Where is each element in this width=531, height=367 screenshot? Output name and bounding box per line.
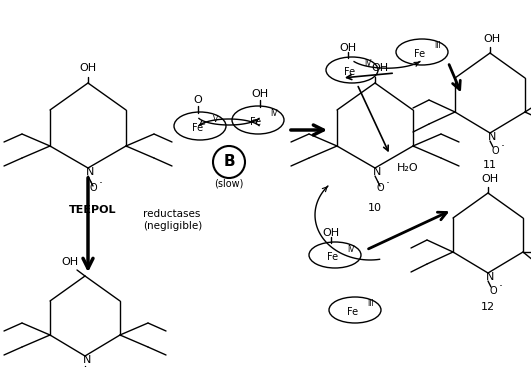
Text: O: O xyxy=(89,183,97,193)
Text: IV: IV xyxy=(364,59,372,69)
Text: N: N xyxy=(373,167,381,177)
Text: OH: OH xyxy=(339,43,356,53)
Text: O: O xyxy=(489,286,497,296)
Text: 12: 12 xyxy=(481,302,495,312)
Text: III: III xyxy=(435,41,441,51)
Text: ·: · xyxy=(501,141,505,153)
Text: N: N xyxy=(486,272,494,282)
Text: Fe: Fe xyxy=(414,49,425,59)
Text: N: N xyxy=(86,167,94,177)
Text: IV: IV xyxy=(347,244,355,254)
Text: ·: · xyxy=(99,178,103,190)
Text: ·: · xyxy=(386,178,390,190)
Text: TEEPOL: TEEPOL xyxy=(69,205,117,215)
Text: IV: IV xyxy=(270,109,278,119)
Text: H₂O: H₂O xyxy=(397,163,419,173)
Text: OH: OH xyxy=(322,228,339,238)
Text: O: O xyxy=(491,146,499,156)
Text: (slow): (slow) xyxy=(215,178,244,188)
Text: OH: OH xyxy=(252,89,269,99)
Text: B: B xyxy=(223,155,235,170)
Text: V: V xyxy=(213,116,219,124)
Text: N: N xyxy=(488,132,496,142)
Text: OH: OH xyxy=(372,63,389,73)
Text: O: O xyxy=(376,183,384,193)
Text: Fe: Fe xyxy=(251,117,262,127)
Text: O: O xyxy=(194,95,202,105)
Text: Fe: Fe xyxy=(192,123,203,133)
Text: ·: · xyxy=(499,280,503,294)
Text: OH: OH xyxy=(483,34,501,44)
Text: 10: 10 xyxy=(368,203,382,213)
Text: OH: OH xyxy=(62,257,79,267)
Text: OH: OH xyxy=(482,174,499,184)
Text: reductases
(negligible): reductases (negligible) xyxy=(143,209,202,231)
Text: III: III xyxy=(367,299,374,309)
Text: Fe: Fe xyxy=(345,67,356,77)
Text: N: N xyxy=(83,355,91,365)
Text: Fe: Fe xyxy=(347,307,358,317)
Text: OH: OH xyxy=(80,63,97,73)
Text: Fe: Fe xyxy=(328,252,339,262)
Text: 11: 11 xyxy=(483,160,497,170)
